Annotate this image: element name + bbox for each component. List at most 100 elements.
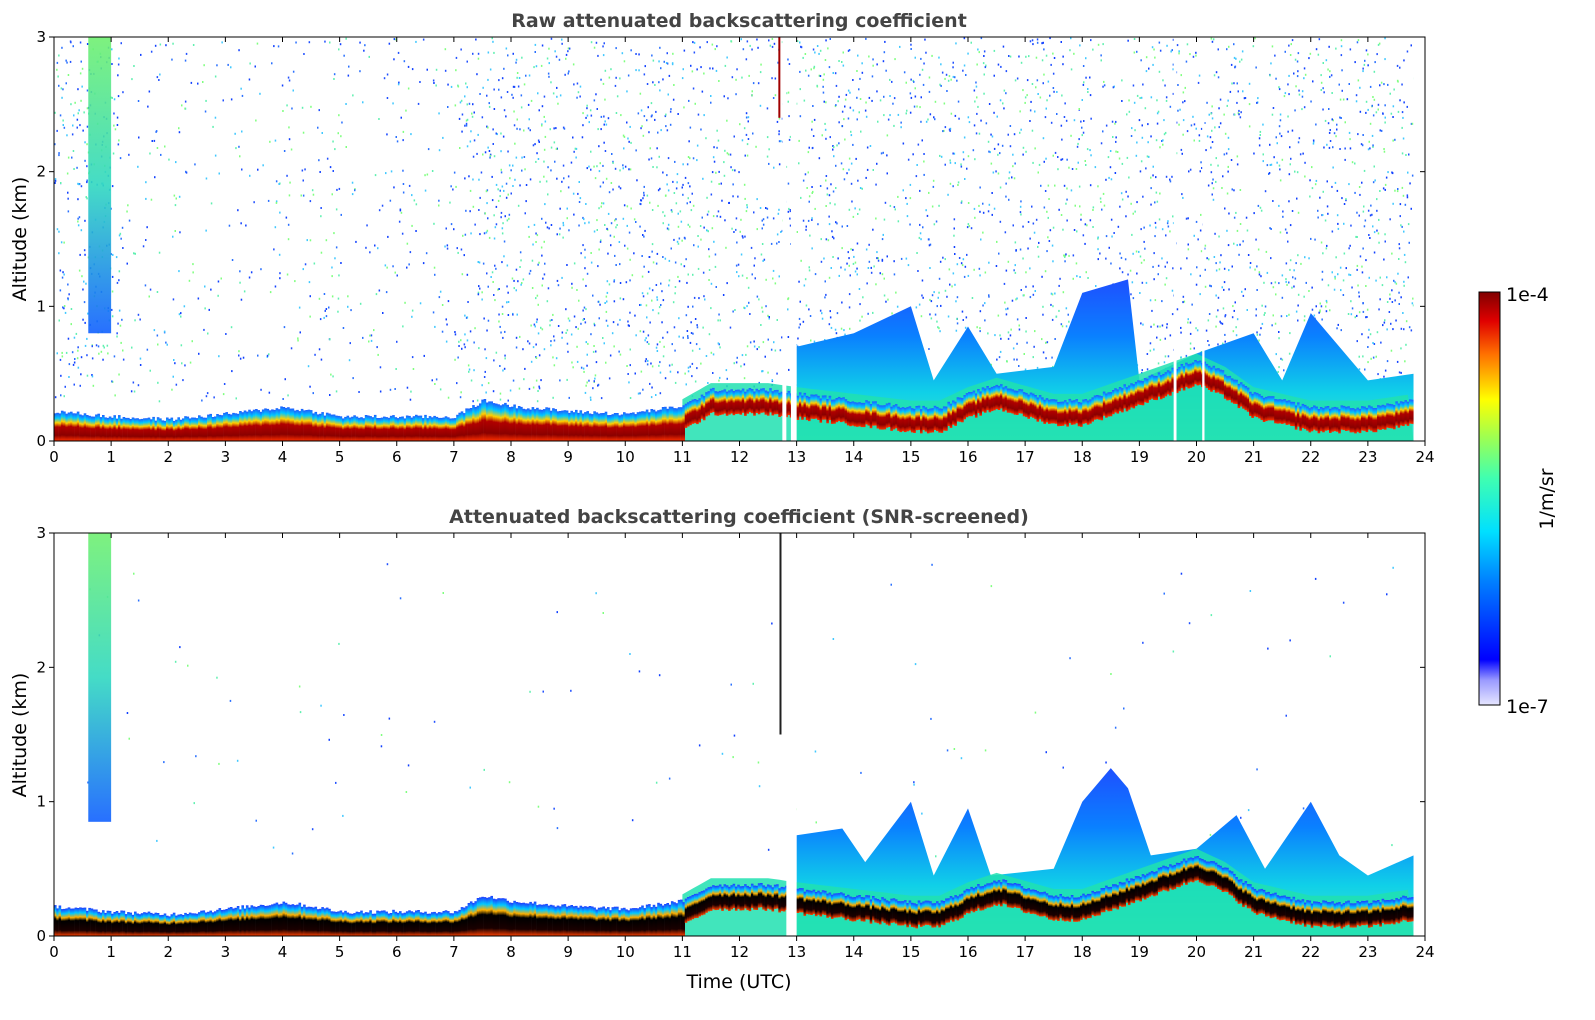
layer-column <box>1038 395 1042 420</box>
speckle <box>1180 326 1182 329</box>
speckle <box>1145 70 1148 73</box>
speckle <box>987 332 989 335</box>
speckle <box>939 83 941 86</box>
speckle <box>189 361 192 364</box>
speckle <box>789 135 792 138</box>
speckle <box>920 57 922 60</box>
layer-column <box>65 413 68 441</box>
speckle <box>714 48 716 51</box>
speckle <box>660 282 662 285</box>
speckle <box>1319 302 1321 305</box>
speckle <box>657 189 660 192</box>
layer-column <box>1294 405 1298 430</box>
speckle <box>834 72 837 75</box>
speckle <box>511 93 513 96</box>
speckle <box>1379 298 1381 301</box>
layer-column <box>1310 407 1314 432</box>
speckle <box>963 275 966 278</box>
speckle <box>744 154 746 157</box>
speckle <box>549 324 551 327</box>
speckle <box>386 73 389 76</box>
speckle <box>597 384 599 387</box>
speckle <box>178 313 181 316</box>
speckle <box>931 294 934 297</box>
speckle <box>464 95 466 98</box>
speckle <box>883 277 885 280</box>
speckle <box>79 41 82 44</box>
speckle <box>562 126 565 129</box>
speckle <box>598 170 601 173</box>
speckle <box>1048 240 1051 242</box>
speckle <box>1340 289 1342 292</box>
speckle <box>929 267 931 269</box>
speckle <box>747 116 750 119</box>
speckle <box>852 215 855 218</box>
speckle <box>758 381 760 384</box>
speckle <box>1399 203 1402 206</box>
speckle <box>909 92 912 95</box>
speckle <box>914 95 917 98</box>
speckle <box>848 208 851 211</box>
speckle <box>993 207 996 210</box>
speckle <box>294 280 296 283</box>
speckle <box>301 106 304 109</box>
speckle <box>741 354 744 357</box>
layer-column <box>56 412 59 441</box>
speckle <box>648 158 650 161</box>
speckle <box>735 78 737 81</box>
speckle <box>906 109 908 112</box>
layer-column <box>1182 366 1186 391</box>
speckle <box>921 68 924 71</box>
layer-column <box>577 412 580 441</box>
speckle <box>622 167 624 170</box>
layer-column <box>108 416 112 441</box>
speckle <box>668 74 671 77</box>
speckle <box>287 394 289 397</box>
layer-column <box>814 394 818 419</box>
speckle <box>590 333 592 336</box>
layer-column <box>145 418 148 441</box>
speckle <box>551 319 553 321</box>
speckle <box>625 281 628 284</box>
layer-column <box>997 385 1001 410</box>
speckle <box>514 178 516 181</box>
speckle <box>963 136 966 139</box>
speckle <box>274 139 277 142</box>
speckle <box>1233 309 1235 312</box>
speckle <box>848 49 851 51</box>
speckle <box>989 151 991 154</box>
layer-column <box>808 396 811 422</box>
speckle <box>770 348 773 351</box>
speckle <box>651 250 653 253</box>
layer-column <box>629 412 633 441</box>
speckle <box>521 282 523 284</box>
speckle <box>1379 129 1381 132</box>
speckle <box>627 320 629 323</box>
speckle <box>955 42 957 45</box>
speckle <box>1384 121 1386 124</box>
speckle <box>1222 307 1225 310</box>
speckle <box>528 342 531 345</box>
speckle <box>1152 174 1154 177</box>
speckle <box>1005 308 1007 311</box>
speckle <box>642 234 644 236</box>
layer-column <box>1132 384 1136 409</box>
speckle <box>1038 241 1040 244</box>
speckle <box>534 51 536 53</box>
layer-column <box>682 405 685 441</box>
speckle <box>1051 318 1054 321</box>
speckle <box>163 330 166 333</box>
speckle <box>652 166 654 168</box>
speckle <box>411 356 414 359</box>
speckle <box>402 325 404 328</box>
speckle <box>1172 267 1174 270</box>
speckle <box>1322 62 1324 64</box>
speckle <box>1214 126 1216 129</box>
speckle <box>375 293 378 296</box>
speckle <box>771 379 773 382</box>
speckle <box>259 92 261 95</box>
speckle <box>1163 361 1166 364</box>
speckle <box>1238 109 1240 112</box>
speckle <box>502 222 504 225</box>
layer-column <box>392 415 395 441</box>
